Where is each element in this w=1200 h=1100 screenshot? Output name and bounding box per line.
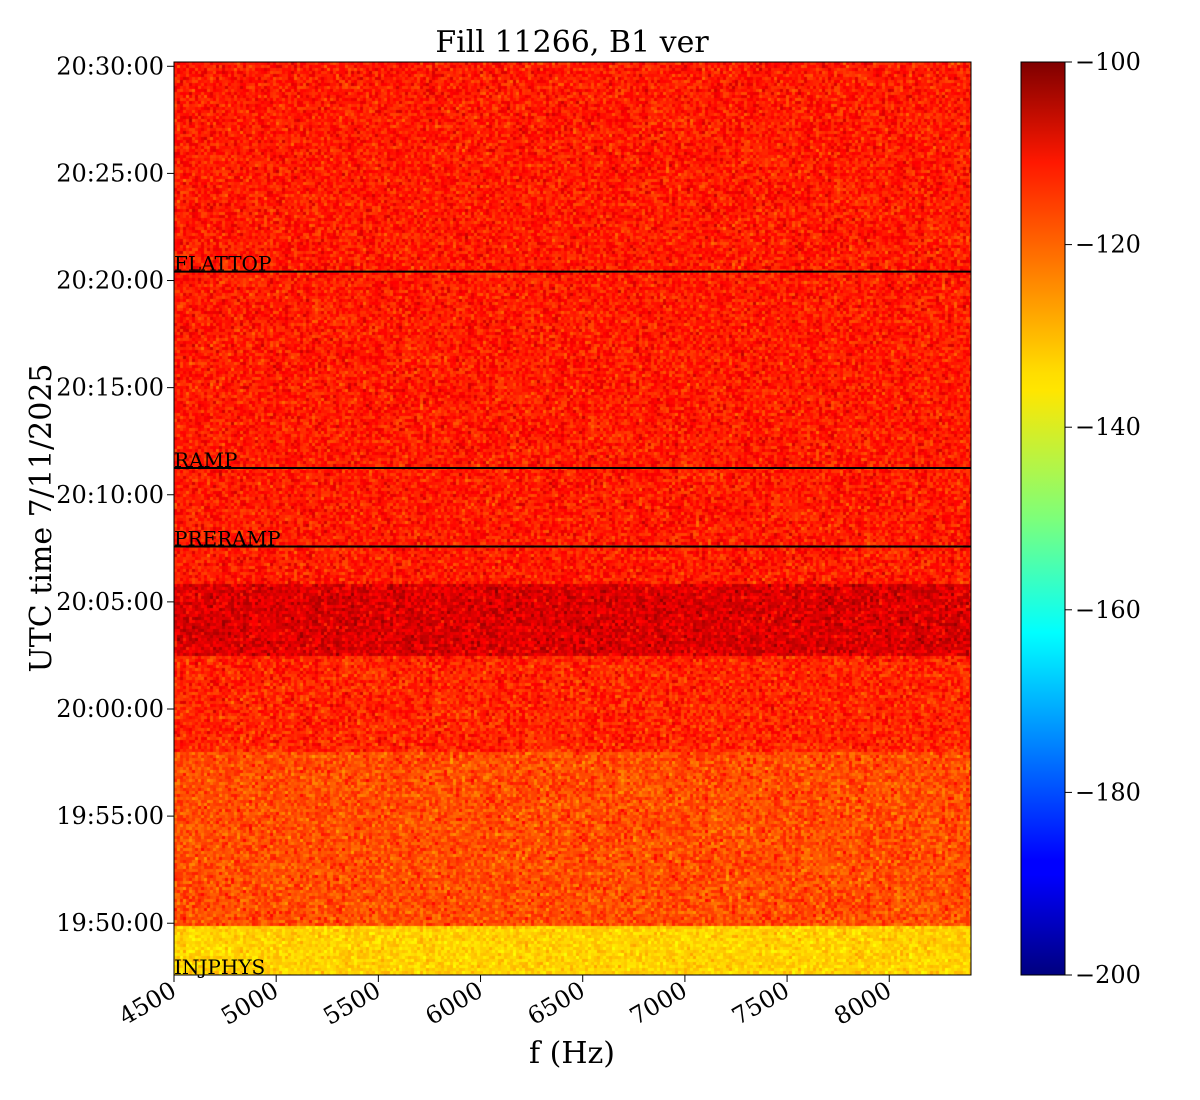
y-axis-label: UTC time 7/11/2025 [24, 364, 59, 673]
colorbar-tick-label: −120 [1075, 231, 1141, 259]
y-tick-label: 20:10:00 [56, 481, 164, 509]
chart-title: Fill 11266, B1 ver [435, 25, 709, 60]
heatmap-raster [174, 62, 971, 975]
x-tick-label: 7000 [625, 976, 692, 1031]
y-tick-label: 20:30:00 [56, 52, 164, 80]
colorbar-tick-label: −180 [1075, 778, 1141, 806]
y-tick-label: 20:20:00 [56, 267, 164, 295]
colorbar-tick-label: −160 [1075, 596, 1141, 624]
plot-frame [173, 61, 972, 976]
y-axis: 19:50:00 19:55:00 20:00:00 20:05:00 20:10:00… [56, 52, 174, 937]
colorbar-tick-label: −100 [1075, 48, 1141, 76]
x-tick-label: 5000 [216, 976, 283, 1031]
x-tick-label: 6000 [421, 976, 488, 1031]
event-label: PRERAMP [174, 527, 281, 551]
colorbar-axis: −100 −120 −140 −160 −180 −200 [1065, 48, 1141, 989]
x-tick-label: 8000 [829, 976, 896, 1031]
x-tick-label: 4500 [114, 976, 181, 1031]
x-tick-label: 7500 [727, 976, 794, 1031]
y-tick-label: 20:05:00 [56, 588, 164, 616]
event-label: RAMP [174, 448, 237, 472]
x-tick-label: 6500 [523, 976, 590, 1031]
y-tick-label: 20:15:00 [56, 374, 164, 402]
x-axis-label: f (Hz) [529, 1036, 615, 1071]
y-tick-label: 19:50:00 [56, 909, 164, 937]
colorbar [1020, 61, 1066, 976]
y-tick-label: 19:55:00 [56, 802, 164, 830]
colorbar-tick-label: −140 [1075, 413, 1141, 441]
event-label: FLATTOP [174, 252, 271, 276]
x-axis: 4500 5000 5500 6000 6500 7000 7500 8000 [114, 975, 896, 1031]
y-tick-label: 20:25:00 [56, 159, 164, 187]
y-tick-label: 20:00:00 [56, 695, 164, 723]
colorbar-tick-label: −200 [1075, 961, 1141, 989]
x-tick-label: 5500 [318, 976, 385, 1031]
